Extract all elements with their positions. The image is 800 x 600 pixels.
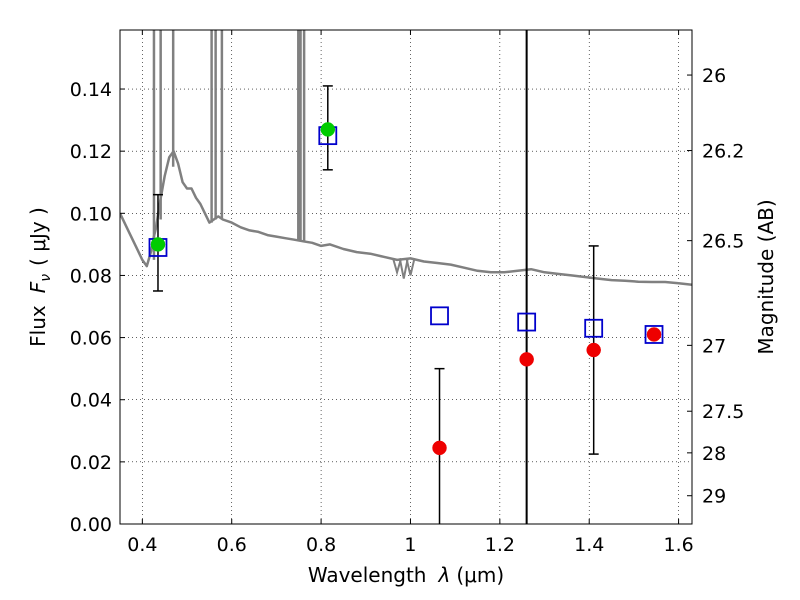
magnitude-tick-label: 28 [702,443,726,465]
magnitude-tick-label: 27.5 [702,401,744,423]
x-axis-label: Wavelength λ (μm) [308,563,504,587]
model-photometry-square [644,325,664,344]
plot-background [120,30,692,524]
y-tick-label: 0.00 [70,514,112,536]
red-data-point [519,352,534,367]
model-photometry-square [517,312,537,332]
y-tick-label: 0.04 [70,390,112,412]
x-tick-label: 0.8 [306,534,336,556]
x-tick-label: 0.6 [217,534,247,556]
y-axis-label: Flux Fν ( μJy ) [26,207,54,347]
y-axis-label-unit: ( μJy ) [26,207,50,266]
y-tick-label: 0.14 [70,79,112,101]
spectrum-layer [120,30,692,287]
error-bar-layer [152,30,599,524]
x-tick-label: 1.6 [663,534,693,556]
red-data-point [646,327,662,342]
plot-frame [119,29,693,525]
x-axis-label-name: Wavelength [308,563,427,587]
y-tick-label: 0.02 [70,452,112,474]
model-photometry-square [430,306,449,326]
x-tick-label: 1.4 [574,534,604,556]
x-axis-label-symbol: λ [438,563,451,587]
red-data-point [586,342,601,358]
model-photometry-square [584,318,604,338]
red-data-point [432,440,447,456]
y-tick-label: 0.08 [70,265,112,287]
x-tick-label: 1.2 [485,534,515,556]
x-tick-label: 1 [404,534,416,556]
magnitude-tick-label: 26.5 [702,231,744,253]
right-axis-label: Magnitude (AB) [754,199,778,354]
y-axis-label-subscript: ν [38,274,54,282]
tick-layer: 0.4 0.6 0.8 1 1.2 1.4 1.6 0.00 0.02 0.04 0.06 0.08 0… [70,30,744,556]
magnitude-tick-label: 26 [702,65,726,87]
x-axis-label-unit: (μm) [456,563,504,587]
y-tick-label: 0.10 [70,203,112,225]
absorption-dip [405,258,416,276]
y-axis-label-name: Flux [26,305,50,347]
green-data-point [320,122,336,137]
y-tick-label: 0.06 [70,328,112,350]
absorption-dip [398,258,409,279]
x-tick-label: 0.4 [127,534,157,556]
green-data-point [150,237,166,252]
magnitude-tick-label: 27 [702,335,726,357]
magnitude-tick-label: 29 [702,486,726,508]
y-axis-label-symbol: F [26,281,50,293]
marker-layer [148,122,664,456]
y-tick-label: 0.12 [70,141,112,163]
magnitude-tick-label: 26.2 [702,141,744,163]
